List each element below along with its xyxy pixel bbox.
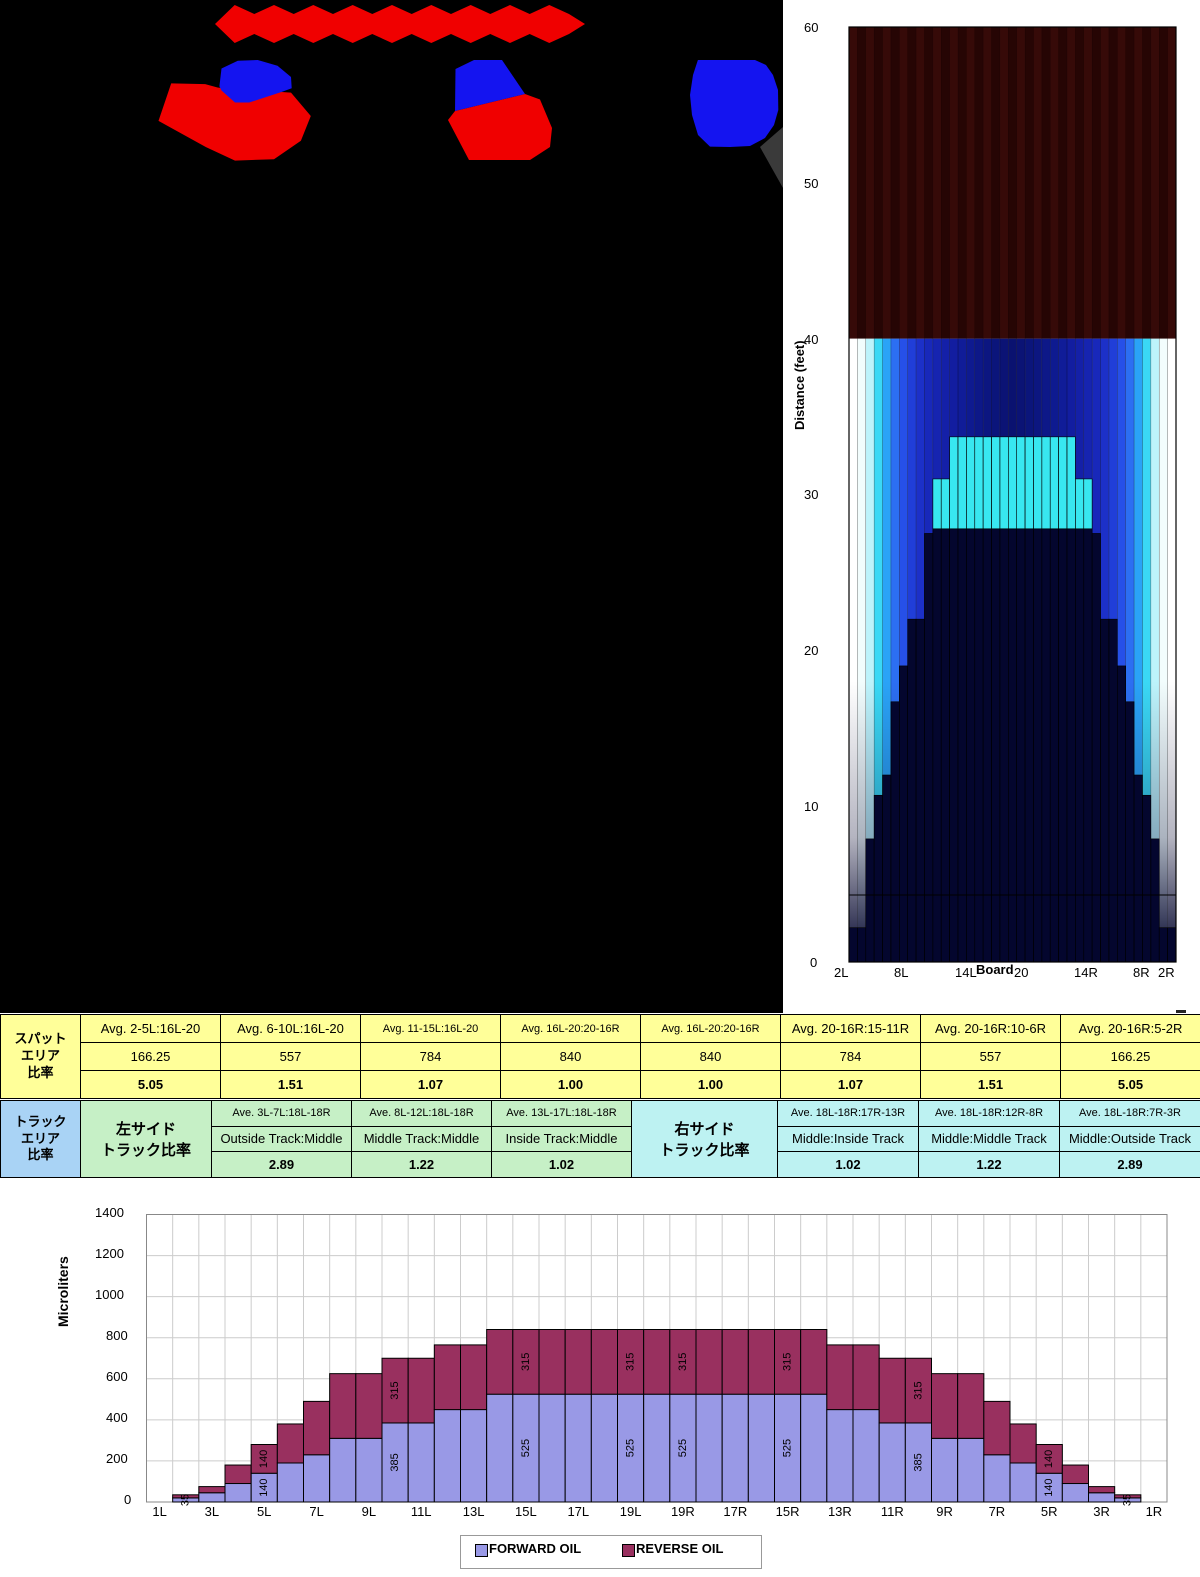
svg-text:140: 140 bbox=[1043, 1478, 1055, 1496]
svg-text:315: 315 bbox=[677, 1353, 689, 1371]
svg-text:525: 525 bbox=[520, 1439, 532, 1457]
svg-text:315: 315 bbox=[389, 1381, 401, 1399]
svg-text:35: 35 bbox=[180, 1494, 192, 1506]
svg-text:385: 385 bbox=[912, 1453, 924, 1471]
svg-text:140: 140 bbox=[258, 1450, 270, 1468]
svg-text:315: 315 bbox=[912, 1381, 924, 1399]
svg-text:525: 525 bbox=[677, 1439, 689, 1457]
svg-text:315: 315 bbox=[624, 1353, 636, 1371]
svg-text:385: 385 bbox=[389, 1453, 401, 1471]
svg-text:140: 140 bbox=[258, 1478, 270, 1496]
svg-text:315: 315 bbox=[781, 1353, 793, 1371]
svg-text:140: 140 bbox=[1043, 1450, 1055, 1468]
svg-text:525: 525 bbox=[781, 1439, 793, 1457]
svg-text:35: 35 bbox=[1122, 1494, 1134, 1506]
svg-text:525: 525 bbox=[624, 1439, 636, 1457]
svg-text:315: 315 bbox=[520, 1353, 532, 1371]
